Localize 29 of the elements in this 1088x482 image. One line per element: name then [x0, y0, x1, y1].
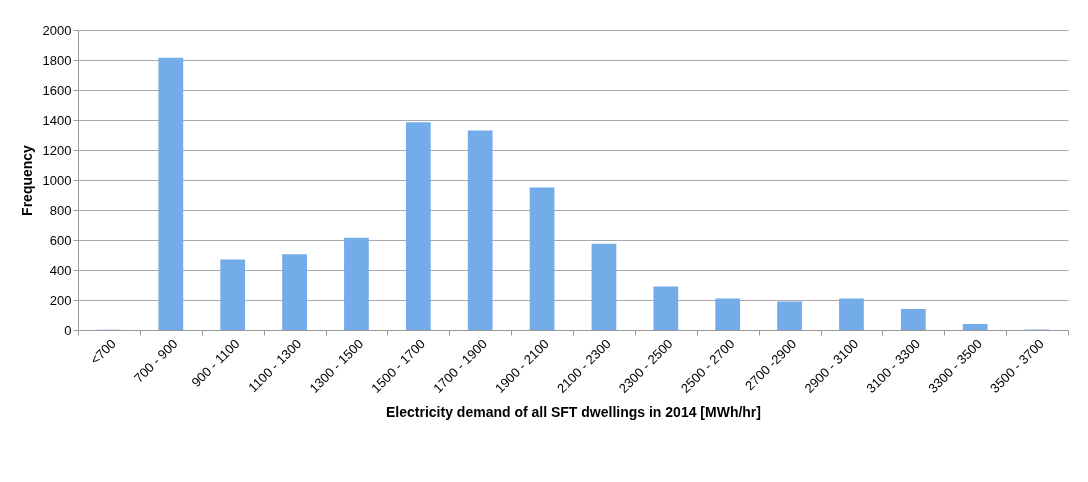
y-tick-label: 1400 [42, 112, 72, 128]
bar [653, 286, 679, 330]
y-tick-label: 0 [64, 322, 72, 338]
y-tick-label: 1800 [42, 52, 72, 68]
bar [715, 298, 741, 330]
bar [282, 254, 307, 330]
bar [158, 57, 184, 330]
bar [777, 301, 802, 330]
x-tick-label: <700 [87, 336, 119, 368]
y-tick-label: 1000 [42, 172, 72, 188]
bar [591, 243, 617, 330]
x-axis-title: Electricity demand of all SFT dwellings in 2014 [MWh/hr] [386, 403, 761, 420]
x-tick-label: 700 - 900 [131, 336, 181, 386]
y-tick-label: 1600 [42, 82, 72, 98]
y-tick-label: 400 [49, 262, 72, 278]
bar [839, 298, 864, 330]
bar [344, 237, 369, 330]
y-tick-label: 2000 [42, 22, 72, 38]
bar [405, 122, 431, 330]
y-tick-label: 1200 [42, 142, 72, 158]
bar [900, 309, 926, 330]
y-tick-label: 200 [49, 292, 72, 308]
bar [220, 259, 246, 330]
bar [962, 324, 988, 330]
y-tick-label: 600 [49, 232, 72, 248]
y-axis-title: Frequency [18, 144, 35, 216]
y-tick-label: 800 [49, 202, 72, 218]
bar [529, 187, 555, 330]
bar [467, 130, 493, 330]
